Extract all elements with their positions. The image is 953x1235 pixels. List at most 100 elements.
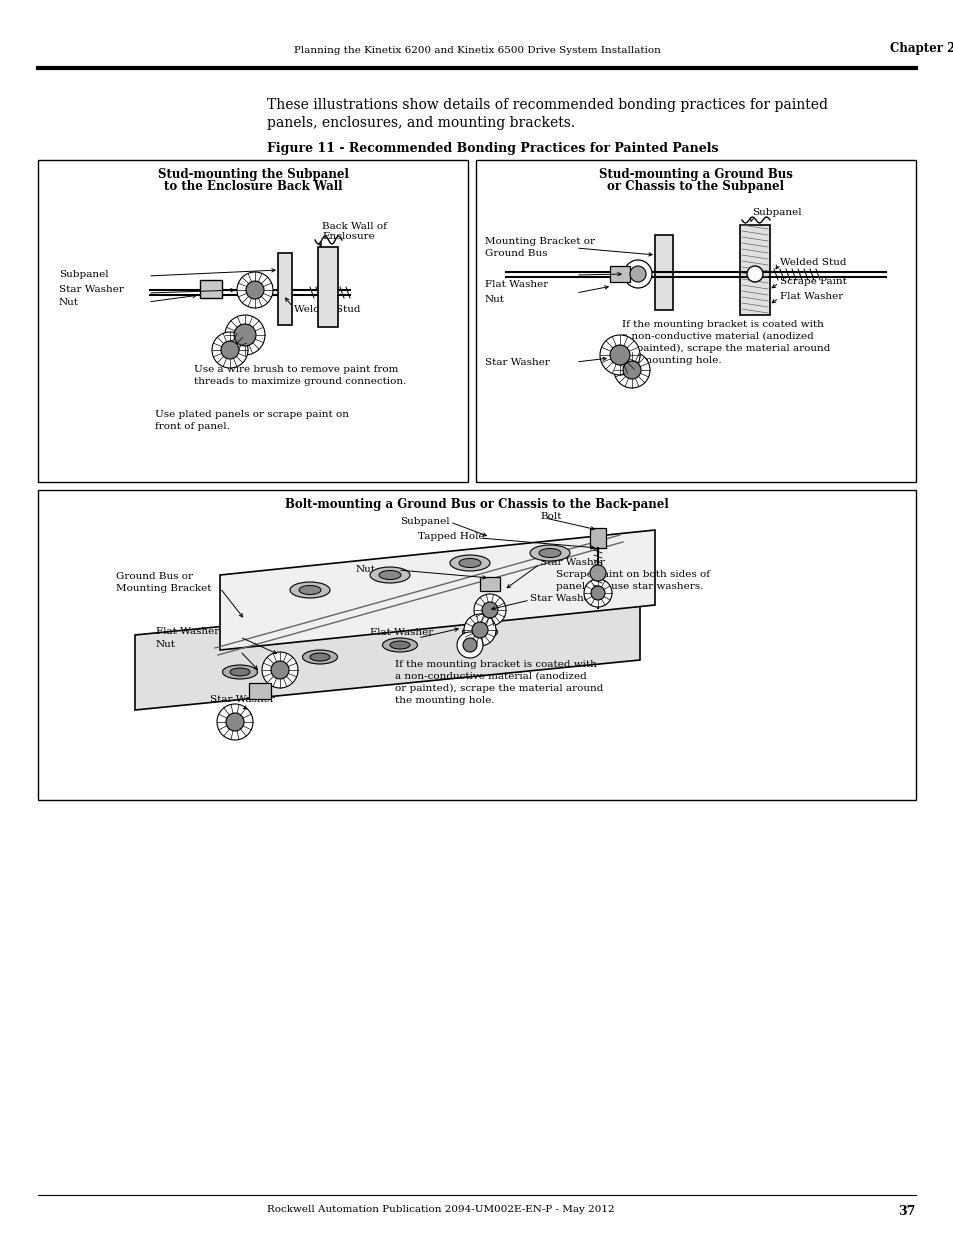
Text: Flat Washer: Flat Washer — [370, 629, 433, 637]
Text: or Chassis to the Subpanel: or Chassis to the Subpanel — [607, 180, 783, 193]
Text: These illustrations show details of recommended bonding practices for painted: These illustrations show details of reco… — [267, 98, 827, 112]
Text: Scrape paint on both sides of: Scrape paint on both sides of — [556, 571, 709, 579]
Text: Figure 11 - Recommended Bonding Practices for Painted Panels: Figure 11 - Recommended Bonding Practice… — [267, 142, 718, 156]
Circle shape — [583, 579, 612, 606]
Text: the mounting hole.: the mounting hole. — [621, 356, 720, 366]
Text: Star Washer: Star Washer — [210, 695, 274, 704]
Ellipse shape — [470, 629, 490, 636]
Text: 37: 37 — [898, 1205, 915, 1218]
Circle shape — [474, 594, 505, 626]
Ellipse shape — [222, 664, 257, 679]
Text: Nut: Nut — [59, 298, 79, 308]
Text: Ground Bus or: Ground Bus or — [116, 572, 193, 580]
Bar — [476, 161, 915, 482]
Text: Ground Bus: Ground Bus — [484, 249, 547, 258]
Circle shape — [614, 352, 649, 388]
Text: Welded Stud: Welded Stud — [294, 305, 360, 314]
Text: Chapter 2: Chapter 2 — [889, 42, 953, 56]
Bar — [589, 529, 605, 548]
Circle shape — [216, 704, 253, 740]
Text: Rockwell Automation Publication 2094-UM002E-EN-P - May 2012: Rockwell Automation Publication 2094-UM0… — [267, 1205, 614, 1214]
Circle shape — [629, 266, 645, 282]
Bar — [38, 161, 468, 482]
Text: Flat Washer: Flat Washer — [484, 280, 548, 289]
Text: Enclosure: Enclosure — [322, 232, 375, 241]
Text: Stud-mounting the Subpanel: Stud-mounting the Subpanel — [157, 168, 348, 182]
Circle shape — [233, 324, 255, 346]
Text: Star Washer: Star Washer — [484, 358, 549, 367]
Ellipse shape — [382, 638, 417, 652]
Circle shape — [271, 661, 289, 679]
Ellipse shape — [450, 555, 490, 571]
Ellipse shape — [302, 650, 337, 664]
Text: Subpanel: Subpanel — [751, 207, 801, 217]
Polygon shape — [135, 585, 639, 710]
Circle shape — [212, 332, 248, 368]
Text: Nut: Nut — [484, 295, 504, 304]
Circle shape — [262, 652, 297, 688]
Text: threads to maximize ground connection.: threads to maximize ground connection. — [193, 377, 406, 387]
Text: Subpanel: Subpanel — [59, 270, 109, 279]
Circle shape — [463, 614, 496, 646]
Circle shape — [236, 272, 273, 308]
Text: a non-conductive material (anodized: a non-conductive material (anodized — [395, 672, 586, 680]
Ellipse shape — [458, 558, 480, 568]
Polygon shape — [220, 530, 655, 650]
Ellipse shape — [230, 668, 250, 676]
Text: Planning the Kinetix 6200 and Kinetix 6500 Drive System Installation: Planning the Kinetix 6200 and Kinetix 65… — [294, 46, 659, 56]
Text: Stud-mounting a Ground Bus: Stud-mounting a Ground Bus — [598, 168, 792, 182]
Ellipse shape — [370, 567, 410, 583]
Text: a non-conductive material (anodized: a non-conductive material (anodized — [621, 332, 813, 341]
Ellipse shape — [538, 548, 560, 557]
Text: Subpanel: Subpanel — [399, 517, 449, 526]
Bar — [317, 247, 337, 327]
Text: the mounting hole.: the mounting hole. — [395, 697, 494, 705]
Text: If the mounting bracket is coated with: If the mounting bracket is coated with — [621, 320, 823, 329]
Text: Star Washer: Star Washer — [539, 558, 604, 567]
Text: Mounting Bracket or: Mounting Bracket or — [484, 237, 595, 246]
Circle shape — [599, 335, 639, 375]
Ellipse shape — [298, 585, 320, 594]
Bar — [277, 253, 292, 325]
Text: panel and use star washers.: panel and use star washers. — [556, 582, 702, 592]
Bar — [249, 683, 271, 699]
Bar — [479, 577, 499, 592]
Circle shape — [589, 564, 605, 580]
Text: Bolt-mounting a Ground Bus or Chassis to the Back-panel: Bolt-mounting a Ground Bus or Chassis to… — [285, 498, 668, 511]
Text: Tapped Hole: Tapped Hole — [417, 532, 484, 541]
Bar — [38, 490, 915, 800]
Ellipse shape — [530, 545, 569, 561]
Circle shape — [622, 361, 640, 379]
Circle shape — [623, 261, 651, 288]
Text: or painted), scrape the material around: or painted), scrape the material around — [395, 684, 602, 693]
Bar — [609, 266, 629, 282]
Circle shape — [746, 266, 762, 282]
Ellipse shape — [290, 582, 330, 598]
Text: Back Wall of: Back Wall of — [322, 222, 387, 231]
Bar — [200, 280, 222, 298]
Text: panels, enclosures, and mounting brackets.: panels, enclosures, and mounting bracket… — [267, 116, 575, 130]
Circle shape — [481, 601, 497, 618]
Circle shape — [226, 713, 244, 731]
Ellipse shape — [390, 641, 410, 650]
Text: Use plated panels or scrape paint on: Use plated panels or scrape paint on — [154, 410, 349, 419]
Text: Scrape Paint: Scrape Paint — [780, 277, 846, 287]
Text: or painted), scrape the material around: or painted), scrape the material around — [621, 345, 829, 353]
Text: Nut: Nut — [156, 640, 175, 650]
Circle shape — [221, 341, 239, 359]
Circle shape — [462, 638, 476, 652]
Text: Star Washer: Star Washer — [59, 285, 124, 294]
Ellipse shape — [462, 625, 497, 638]
Text: If the mounting bracket is coated with: If the mounting bracket is coated with — [395, 659, 597, 669]
Text: Star Washer: Star Washer — [530, 594, 595, 603]
Circle shape — [590, 585, 604, 600]
Circle shape — [225, 315, 265, 354]
Text: Mounting Bracket: Mounting Bracket — [116, 584, 212, 593]
Ellipse shape — [310, 653, 330, 661]
Text: Bolt: Bolt — [539, 513, 561, 521]
Text: Welded Stud: Welded Stud — [780, 258, 845, 267]
Circle shape — [472, 622, 488, 638]
Circle shape — [456, 632, 482, 658]
Bar — [740, 225, 769, 315]
Bar — [655, 235, 672, 310]
